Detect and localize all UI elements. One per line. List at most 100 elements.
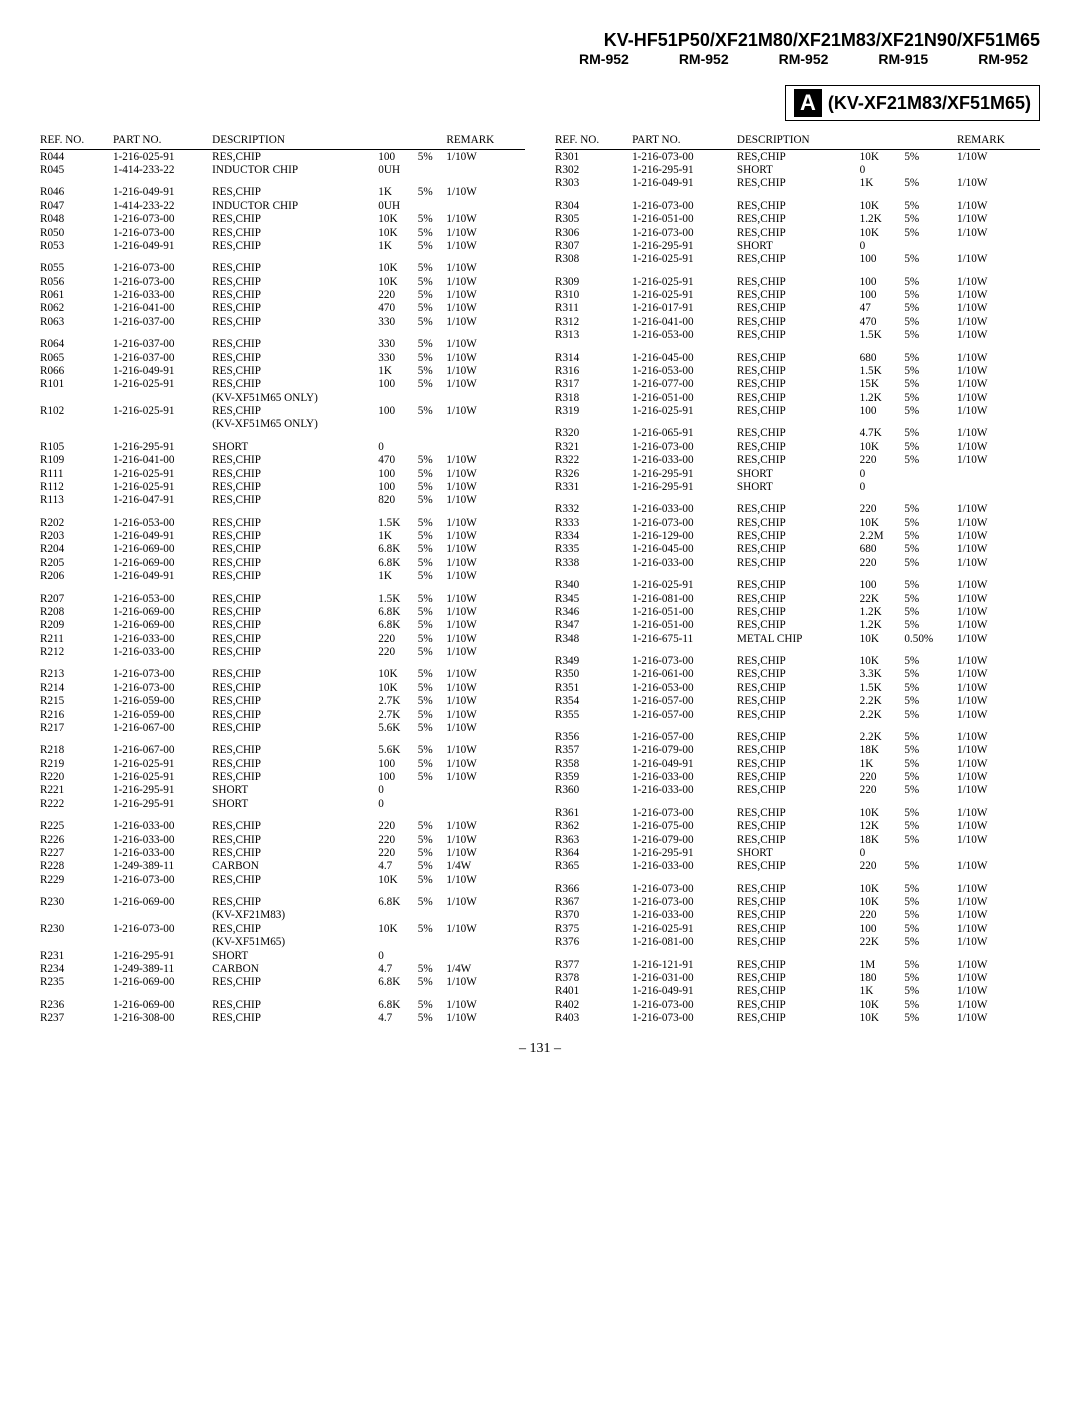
cell-v1: 18K	[860, 833, 905, 846]
cell-rm: 1/10W	[446, 351, 525, 364]
cell-v1: 22K	[860, 592, 905, 605]
cell-v2: 5%	[904, 516, 957, 529]
cell-v1: 5.6K	[378, 744, 417, 757]
gap-row	[40, 431, 525, 440]
cell-rm: 1/4W	[446, 962, 525, 975]
table-row: (KV-XF21M83)	[40, 909, 525, 922]
cell-r: R212	[40, 645, 113, 658]
col-part: PART NO.	[113, 131, 212, 150]
cell-p: 1-216-053-00	[113, 592, 212, 605]
cell-d: RES,CHIP	[737, 454, 860, 467]
cell-p: 1-216-069-00	[113, 605, 212, 618]
cell-v2: 5%	[904, 440, 957, 453]
cell-rm: 1/10W	[957, 668, 1040, 681]
cell-v1: 470	[860, 315, 905, 328]
col-v2	[904, 131, 957, 150]
cell-p: 1-216-025-91	[113, 757, 212, 770]
cell-v2	[418, 391, 447, 404]
cell-p: 1-216-079-00	[632, 744, 737, 757]
cell-r: R401	[555, 985, 632, 998]
cell-p: 1-216-033-00	[632, 860, 737, 873]
table-row: R3471-216-051-00RES,CHIP1.2K5%1/10W	[555, 619, 1040, 632]
cell-rm: 1/10W	[957, 302, 1040, 315]
cell-r: R211	[40, 632, 113, 645]
cell-rm: 1/10W	[446, 998, 525, 1011]
cell-p: 1-216-033-00	[113, 632, 212, 645]
cell-v1: 10K	[378, 275, 417, 288]
cell-d: CARBON	[212, 860, 378, 873]
cell-rm: 1/10W	[957, 882, 1040, 895]
cell-rm: 1/10W	[957, 440, 1040, 453]
cell-v2: 5%	[418, 681, 447, 694]
cell-rm: 1/10W	[957, 150, 1040, 164]
col-v1	[860, 131, 905, 150]
table-header-row: REF. NO. PART NO. DESCRIPTION REMARK	[555, 131, 1040, 150]
cell-p: 1-216-037-00	[113, 351, 212, 364]
table-row: R3581-216-049-91RES,CHIP1K5%1/10W	[555, 757, 1040, 770]
right-column: REF. NO. PART NO. DESCRIPTION REMARK R30…	[555, 131, 1040, 1025]
cell-d: RES,CHIP	[737, 605, 860, 618]
table-row: R3591-216-033-00RES,CHIP2205%1/10W	[555, 770, 1040, 783]
cell-v2: 5%	[418, 632, 447, 645]
cell-v1: 100	[378, 467, 417, 480]
table-row: R3481-216-675-11METAL CHIP10K0.50%1/10W	[555, 632, 1040, 645]
cell-r: R320	[555, 427, 632, 440]
cell-p: 1-414-233-22	[113, 199, 212, 212]
cell-rm: 1/10W	[446, 467, 525, 480]
cell-v2: 5%	[418, 570, 447, 583]
cell-v2: 5%	[904, 770, 957, 783]
table-row: R2281-249-389-11CARBON4.75%1/4W	[40, 860, 525, 873]
cell-v1	[378, 391, 417, 404]
cell-p: 1-216-121-91	[632, 958, 737, 971]
cell-v2	[418, 163, 447, 176]
cell-d: RES,CHIP	[737, 744, 860, 757]
cell-d: RES,CHIP	[737, 820, 860, 833]
table-row: R3111-216-017-91RES,CHIP475%1/10W	[555, 302, 1040, 315]
cell-v1: 0	[860, 467, 905, 480]
cell-r: R351	[555, 681, 632, 694]
cell-rm: 1/10W	[957, 936, 1040, 949]
cell-r: R316	[555, 364, 632, 377]
cell-r: R322	[555, 454, 632, 467]
cell-v2: 5%	[418, 668, 447, 681]
cell-r: R313	[555, 329, 632, 342]
table-row: R3461-216-051-00RES,CHIP1.2K5%1/10W	[555, 605, 1040, 618]
cell-rm	[957, 846, 1040, 859]
cell-v2: 5%	[904, 364, 957, 377]
cell-r: R345	[555, 592, 632, 605]
cell-p: 1-216-053-00	[632, 329, 737, 342]
cell-p: 1-216-059-00	[113, 695, 212, 708]
cell-p: 1-216-053-00	[632, 681, 737, 694]
cell-d: RES,CHIP	[737, 936, 860, 949]
cell-p: 1-216-295-91	[113, 949, 212, 962]
cell-rm: 1/10W	[957, 833, 1040, 846]
cell-v1: 220	[860, 503, 905, 516]
cell-p: 1-216-033-00	[632, 770, 737, 783]
cell-r: R228	[40, 860, 113, 873]
cell-rm	[446, 949, 525, 962]
cell-r: R213	[40, 668, 113, 681]
cell-v2: 5%	[418, 364, 447, 377]
table-row: R2371-216-308-00RES,CHIP4.75%1/10W	[40, 1011, 525, 1024]
cell-v1: 10K	[860, 516, 905, 529]
cell-r: R236	[40, 998, 113, 1011]
cell-d: RES,CHIP	[737, 543, 860, 556]
cell-r: R209	[40, 619, 113, 632]
cell-rm: 1/10W	[957, 1011, 1040, 1024]
cell-d: RES,CHIP	[212, 708, 378, 721]
cell-v1: 0	[378, 784, 417, 797]
cell-v1: 10K	[860, 1011, 905, 1024]
badge-box: A (KV-XF21M83/XF51M65)	[785, 85, 1040, 121]
cell-rm: 1/10W	[957, 744, 1040, 757]
table-row: R3201-216-065-91RES,CHIP4.7K5%1/10W	[555, 427, 1040, 440]
cell-v1: 100	[378, 480, 417, 493]
cell-r: R310	[555, 288, 632, 301]
cell-p: 1-216-061-00	[632, 668, 737, 681]
cell-r: R333	[555, 516, 632, 529]
cell-rm: 1/10W	[957, 391, 1040, 404]
cell-rm	[446, 391, 525, 404]
cell-p: 1-216-033-00	[113, 820, 212, 833]
cell-p: 1-216-073-00	[632, 1011, 737, 1024]
cell-d: SHORT	[212, 784, 378, 797]
cell-r: R202	[40, 516, 113, 529]
